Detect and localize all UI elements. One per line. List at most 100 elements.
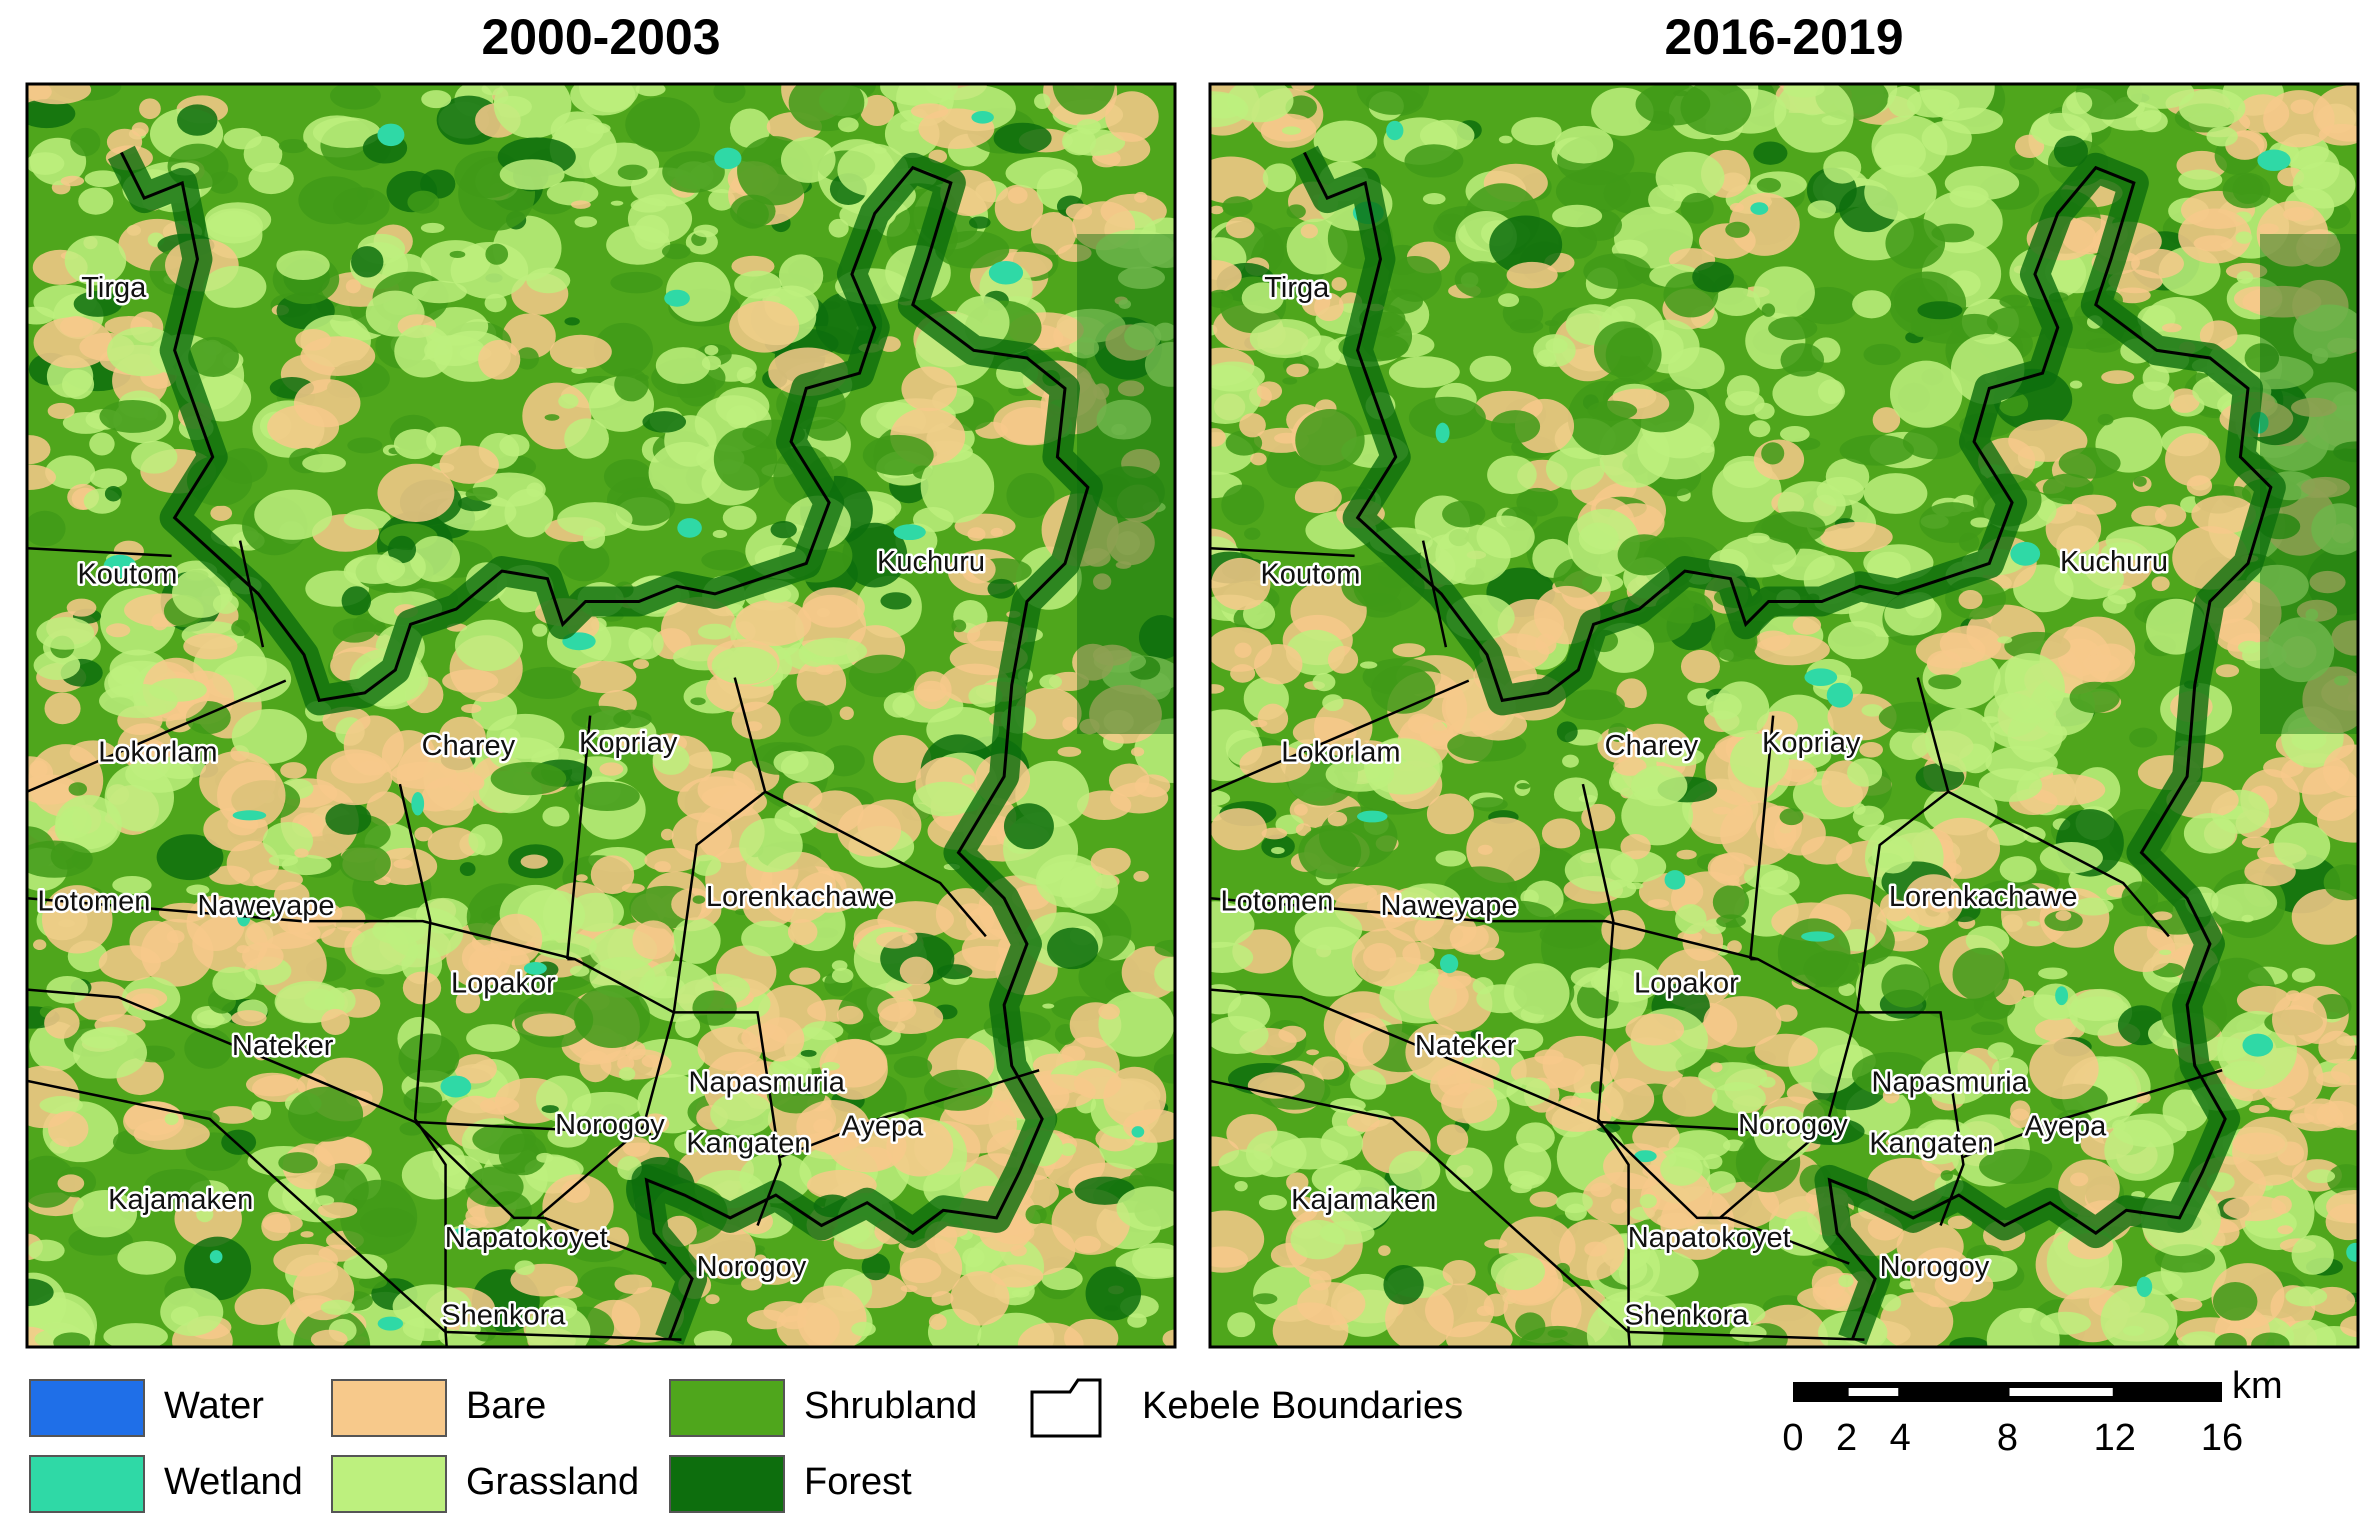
- land-patch: [1601, 1077, 1655, 1121]
- land-patch: [172, 568, 231, 618]
- land-patch: [1356, 84, 1429, 115]
- kebele-label: Lokorlam: [98, 736, 217, 768]
- kebele-label: Lorenkachawe: [1889, 881, 2078, 913]
- land-patch: [1262, 163, 1297, 193]
- land-patch: [1484, 1239, 1508, 1249]
- land-patch: [1105, 91, 1159, 142]
- land-patch: [1117, 266, 1166, 289]
- land-patch: [2283, 1319, 2337, 1347]
- land-patch: [1619, 1249, 1699, 1297]
- land-patch: [883, 692, 915, 718]
- land-patch: [1454, 261, 1509, 298]
- land-patch: [2316, 1071, 2351, 1088]
- land-patch: [1210, 156, 1269, 204]
- land-patch: [936, 964, 973, 980]
- land-patch: [1138, 615, 1175, 660]
- land-patch: [1442, 500, 1486, 528]
- land-patch: [1637, 421, 1715, 480]
- land-patch: [46, 975, 89, 1004]
- land-patch: [2010, 1100, 2031, 1121]
- land-patch: [600, 1048, 672, 1080]
- wetland-patch: [1357, 810, 1388, 823]
- land-patch: [387, 535, 417, 564]
- land-patch: [493, 84, 572, 139]
- land-patch: [211, 1106, 255, 1124]
- wetland-patch: [2055, 986, 2069, 1006]
- land-patch: [801, 637, 868, 665]
- land-patch: [1115, 561, 1132, 569]
- land-patch: [1680, 649, 1720, 683]
- land-patch: [1052, 84, 1115, 115]
- legend-label: Wetland: [164, 1461, 303, 1503]
- kebele-label: Napatokoyet: [1628, 1222, 1791, 1254]
- land-patch: [1073, 1068, 1122, 1100]
- land-patch: [1759, 1076, 1776, 1088]
- land-patch: [1807, 200, 1837, 219]
- land-patch: [1976, 879, 2044, 912]
- legend-swatch: [669, 1379, 785, 1437]
- land-patch: [862, 434, 934, 476]
- land-cover-map: [1210, 84, 2359, 1347]
- land-patch: [358, 1275, 388, 1289]
- land-patch: [1635, 84, 1711, 126]
- land-patch: [1244, 527, 1261, 540]
- land-patch: [217, 761, 286, 830]
- land-patch: [44, 692, 81, 725]
- land-patch: [1997, 636, 2013, 644]
- land-patch: [351, 926, 419, 975]
- land-patch: [1442, 1259, 1476, 1286]
- land-patch: [2069, 380, 2083, 389]
- land-patch: [2331, 391, 2359, 421]
- land-patch: [2082, 654, 2121, 673]
- land-patch: [1057, 746, 1082, 757]
- land-patch: [1590, 1182, 1612, 1198]
- land-patch: [757, 1017, 805, 1062]
- land-patch: [837, 117, 859, 133]
- land-patch: [2312, 348, 2329, 364]
- land-patch: [1927, 1296, 1941, 1307]
- land-patch: [1388, 1150, 1441, 1191]
- land-patch: [693, 224, 719, 238]
- land-patch: [1324, 1169, 1395, 1232]
- land-patch: [575, 874, 588, 882]
- kebele-boundary: [1210, 679, 1470, 793]
- land-patch: [2178, 169, 2223, 191]
- land-patch: [1970, 517, 1991, 528]
- land-patch: [1003, 803, 1054, 850]
- land-patch: [662, 151, 725, 193]
- land-patch: [103, 1323, 168, 1347]
- land-patch: [780, 751, 835, 783]
- land-patch: [1617, 534, 1671, 576]
- kebele-boundary: [1727, 1216, 1850, 1265]
- land-patch: [89, 432, 115, 456]
- kebele-boundary: [398, 783, 447, 1333]
- land-patch: [504, 488, 554, 538]
- land-patch: [1947, 1215, 1973, 1230]
- land-patch: [1958, 590, 1983, 610]
- land-patch: [1436, 1124, 1469, 1156]
- land-patch: [73, 290, 123, 317]
- land-patch: [522, 1013, 577, 1037]
- land-patch: [2097, 413, 2114, 426]
- land-patch: [210, 505, 233, 521]
- kebele-label: Norogoy: [555, 1109, 665, 1141]
- wetland-patch: [2346, 1242, 2359, 1262]
- land-patch: [1777, 918, 1851, 988]
- land-patch: [1059, 865, 1119, 914]
- land-patch: [27, 510, 66, 547]
- legend-swatch: [331, 1455, 447, 1513]
- land-patch: [1351, 928, 1421, 987]
- land-patch: [2311, 503, 2359, 555]
- kebele-label: Kangaten: [1869, 1127, 1993, 1159]
- kebele-label: Kajamaken: [108, 1184, 253, 1216]
- land-patch: [1872, 407, 1901, 433]
- land-patch: [2271, 1097, 2296, 1111]
- land-patch: [1222, 196, 1253, 217]
- land-patch: [736, 366, 756, 384]
- land-patch: [2191, 495, 2256, 534]
- scale-bar-segment: [2009, 1388, 2113, 1396]
- land-patch: [276, 250, 330, 280]
- land-patch: [2122, 1325, 2145, 1336]
- land-patch: [1295, 408, 1365, 472]
- land-patch: [693, 1330, 733, 1347]
